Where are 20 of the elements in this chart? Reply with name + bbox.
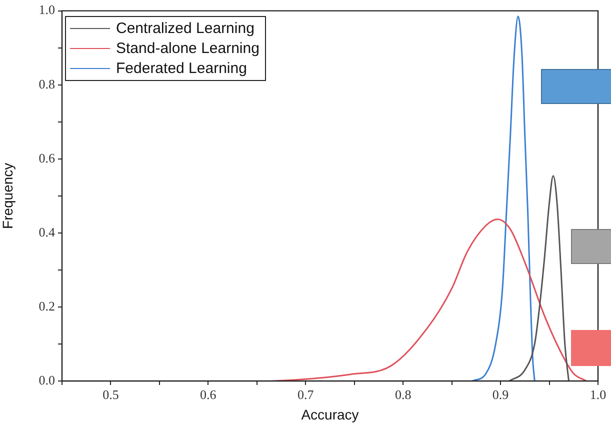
y-axis-title: Frequency: [0, 162, 16, 229]
y-tick-label: 0.4: [38, 224, 56, 240]
x-tick-label: 0.6: [200, 387, 217, 402]
line-series: [472, 16, 536, 381]
y-tick-label: 0.0: [38, 372, 55, 388]
line-series: [272, 218, 588, 381]
x-tick-label: 1.0: [590, 387, 606, 402]
legend-label: Stand-alone Learning: [116, 40, 260, 56]
x-tick-label: 0.9: [492, 387, 509, 402]
x-tick-label: 0.5: [102, 387, 119, 402]
y-tick-label: 0.6: [38, 150, 56, 166]
x-tick-label: 0.7: [298, 387, 314, 402]
y-tick-label: 0.8: [38, 76, 55, 92]
x-axis-title: Accuracy: [301, 406, 359, 422]
line-series: [508, 175, 570, 381]
legend-label: Federated Learning: [116, 60, 247, 76]
legend-label: Centralized Learning: [116, 20, 254, 36]
y-tick-label: 1.0: [38, 2, 55, 18]
y-tick-label: 0.2: [38, 298, 55, 314]
x-tick-label: 0.8: [394, 387, 412, 402]
